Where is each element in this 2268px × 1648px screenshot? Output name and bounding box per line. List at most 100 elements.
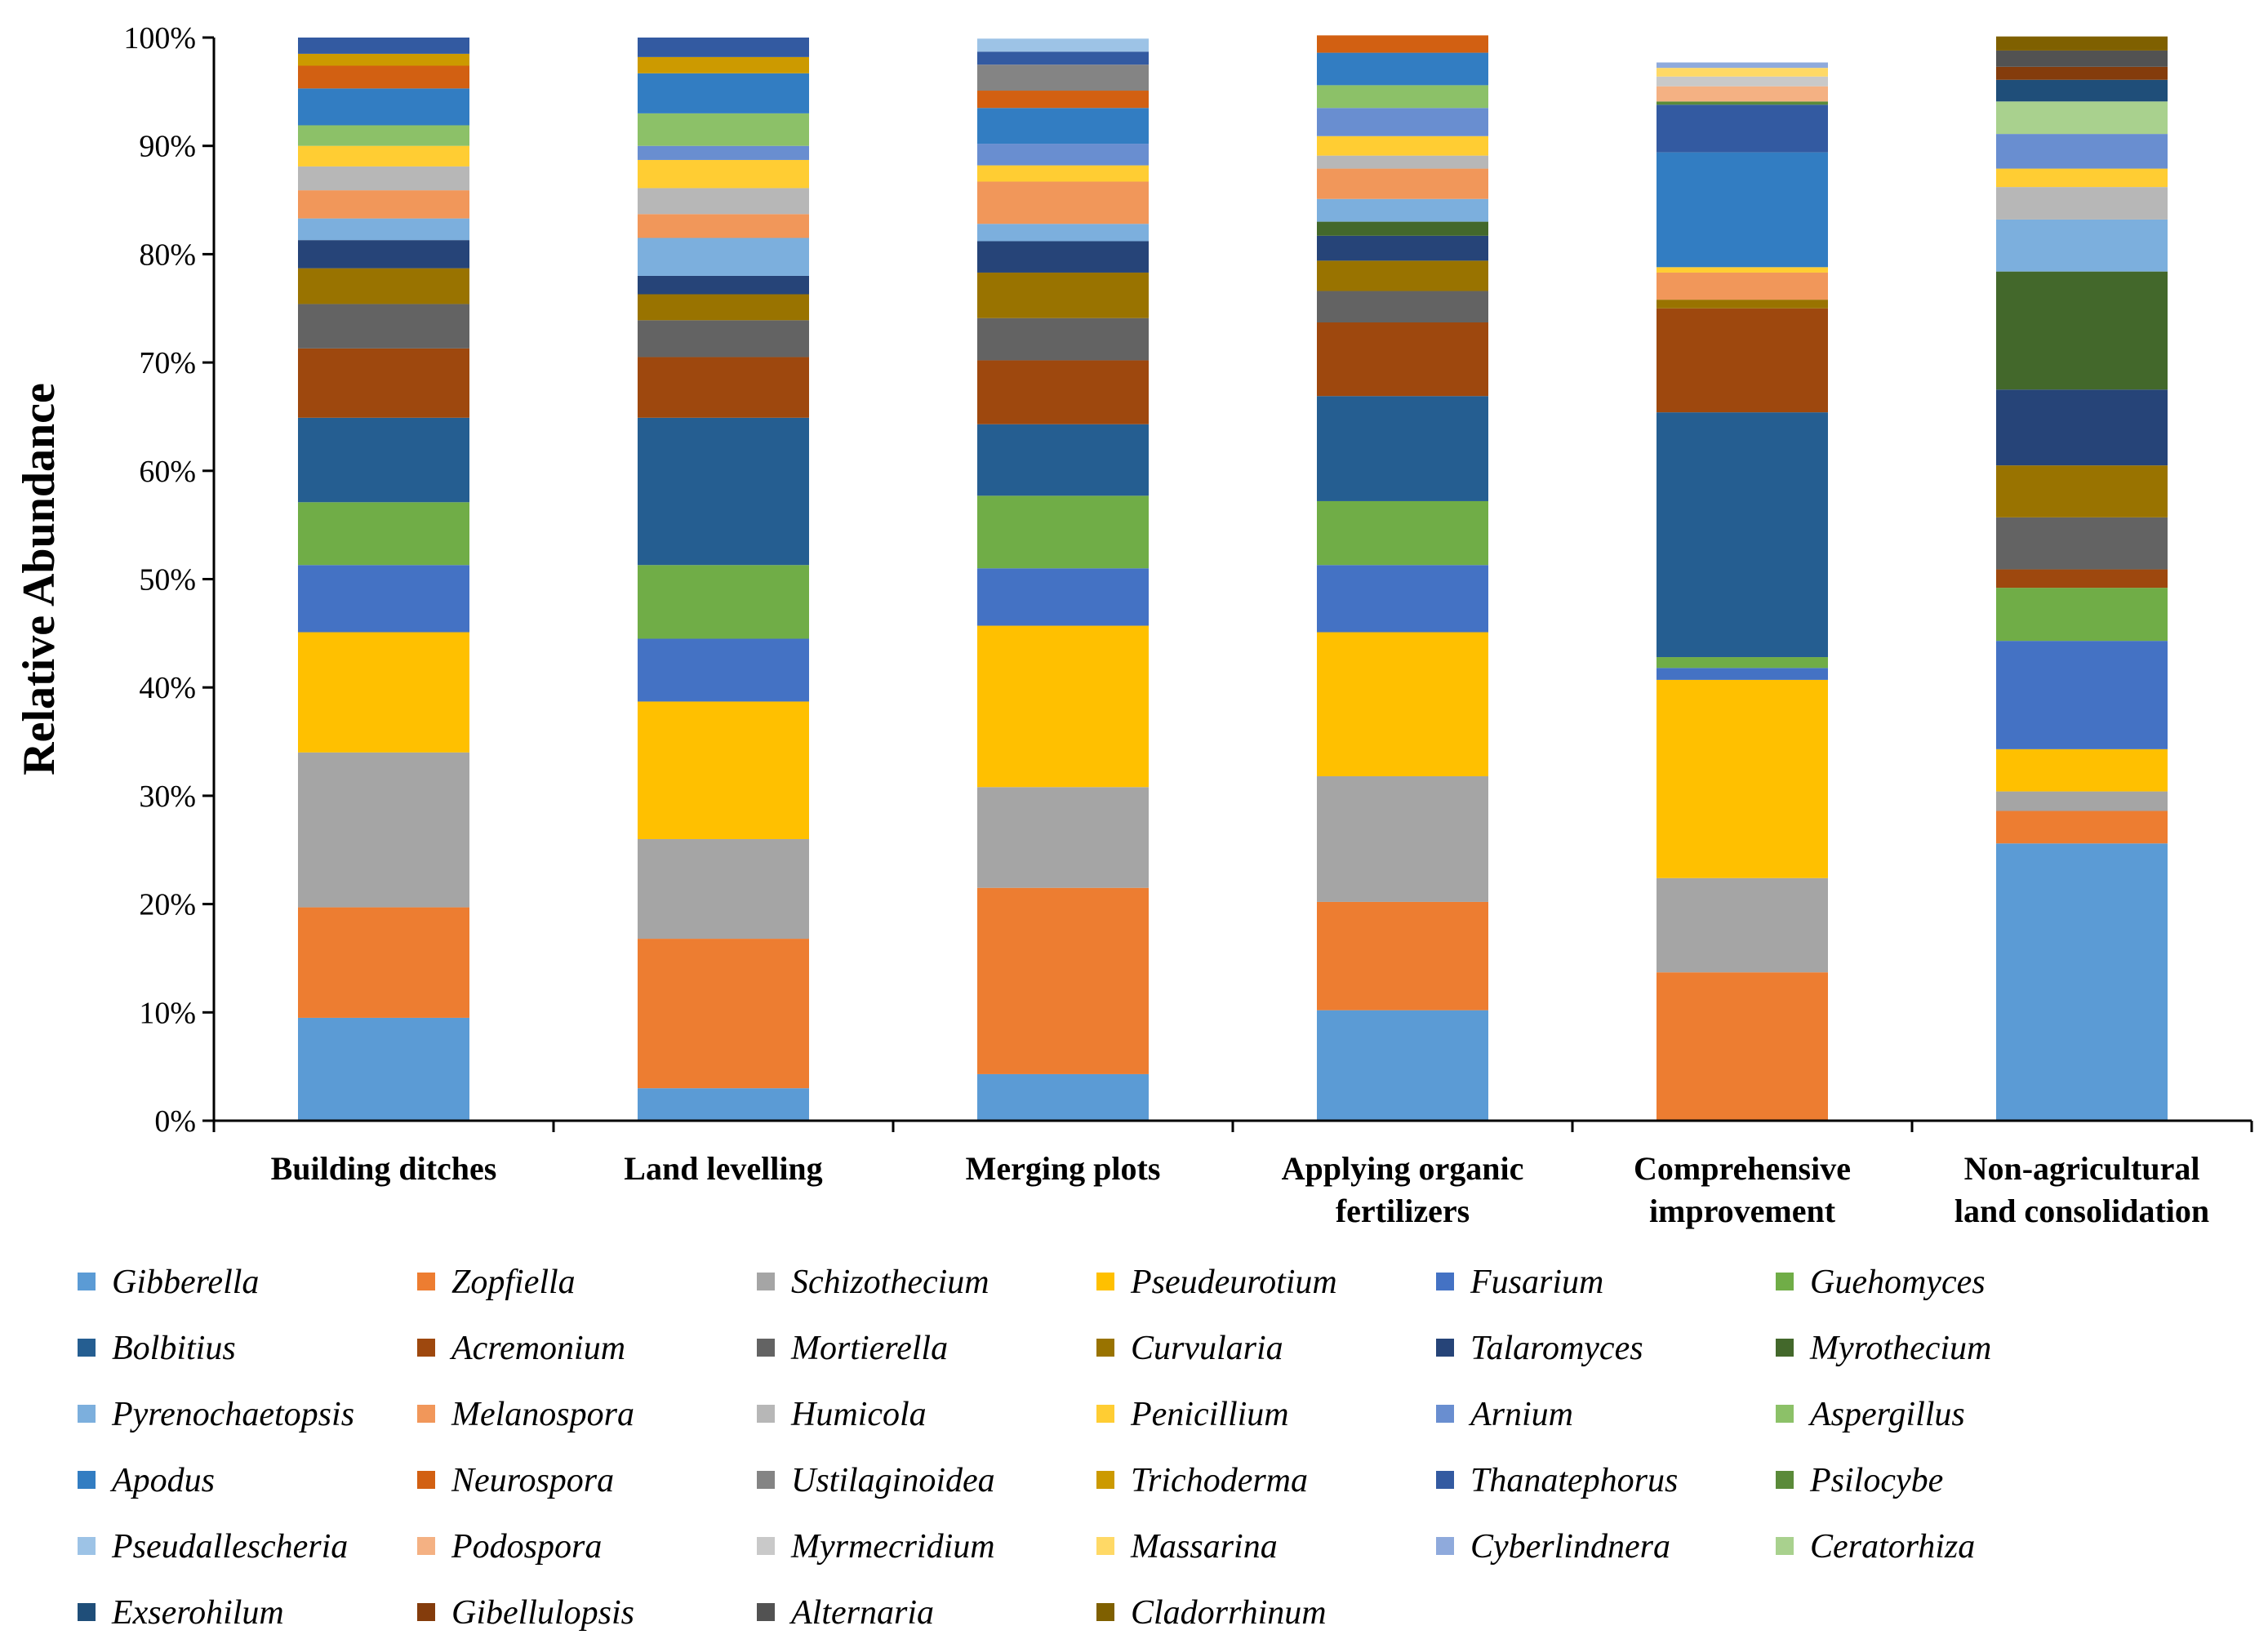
- legend-label: Pseudallescheria: [111, 1528, 348, 1566]
- bar-segment: [638, 238, 809, 276]
- legend-label: Penicillium: [1130, 1396, 1289, 1433]
- legend-label: Gibellulopsis: [451, 1594, 634, 1632]
- bar-segment: [638, 188, 809, 215]
- legend-item: Schizothecium: [757, 1264, 989, 1301]
- bar-segment: [638, 1088, 809, 1121]
- bar-segment: [1317, 135, 1488, 156]
- legend-item: Alternaria: [757, 1594, 934, 1632]
- legend-swatch: [417, 1273, 435, 1290]
- bar-segment: [1317, 1010, 1488, 1121]
- bar-segment: [298, 38, 469, 54]
- x-tick-label: Non-agricultural land consolidation: [1954, 1150, 2209, 1229]
- bar-segment: [638, 417, 809, 566]
- legend-swatch: [757, 1537, 775, 1555]
- y-tick-label: 30%: [139, 780, 196, 814]
- bar-segment: [977, 38, 1149, 52]
- y-tick-label: 70%: [139, 346, 196, 380]
- bar-segment: [1996, 569, 2168, 589]
- legend-swatch: [78, 1471, 96, 1489]
- legend-swatch: [78, 1537, 96, 1555]
- bar-segment: [1317, 500, 1488, 566]
- bar-segment: [298, 88, 469, 126]
- legend-label: Exserohilum: [111, 1594, 284, 1632]
- bar-segment: [638, 275, 809, 295]
- y-axis-label: Relative Abundance: [14, 383, 64, 775]
- legend-item: Guehomyces: [1776, 1264, 1986, 1301]
- bar-segment: [977, 64, 1149, 91]
- bar-segment: [638, 838, 809, 939]
- bar-segment: [1996, 791, 2168, 811]
- bar-segment: [298, 145, 469, 167]
- legend-label: Curvularia: [1131, 1330, 1283, 1367]
- legend-item: Myrmecridium: [757, 1528, 995, 1566]
- bar-segment: [977, 1073, 1149, 1121]
- legend-swatch: [1096, 1405, 1114, 1423]
- legend-swatch: [757, 1471, 775, 1489]
- bar-segment: [1657, 152, 1828, 268]
- legend-label: Neurospora: [451, 1462, 614, 1499]
- legend-label: Mortierella: [790, 1330, 948, 1367]
- bar-segment: [977, 568, 1149, 626]
- legend-item: Arnium: [1436, 1396, 1573, 1433]
- bar-segment: [298, 1017, 469, 1121]
- bar-segment: [638, 357, 809, 418]
- bar-segment: [977, 224, 1149, 242]
- x-tick-label: Merging plots: [966, 1150, 1161, 1187]
- legend-swatch: [757, 1273, 775, 1290]
- legend-swatch: [757, 1603, 775, 1621]
- legend-item: Acremonium: [417, 1330, 625, 1367]
- bar-segment: [1657, 86, 1828, 102]
- legend-swatch: [417, 1339, 435, 1357]
- bar-segment: [977, 108, 1149, 144]
- legend-label: Aspergillus: [1808, 1396, 1965, 1433]
- bar-segment: [1657, 308, 1828, 413]
- y-tick-label: 90%: [139, 130, 196, 164]
- legend-item: Trichoderma: [1096, 1462, 1308, 1499]
- legend-swatch: [1776, 1405, 1794, 1423]
- bar-segment: [1996, 134, 2168, 169]
- legend-swatch: [417, 1537, 435, 1555]
- legend-label: Apodus: [109, 1462, 215, 1499]
- bar-segment: [1657, 68, 1828, 77]
- bar-segment: [1996, 517, 2168, 570]
- bar-segment: [1657, 101, 1828, 105]
- bar-segment: [638, 939, 809, 1089]
- legend-label: Thanatephorus: [1470, 1462, 1678, 1499]
- legend-swatch: [78, 1273, 96, 1290]
- legend-item: Pseudallescheria: [78, 1528, 348, 1566]
- bar-segment: [1996, 50, 2168, 67]
- bar-segment: [638, 320, 809, 358]
- bar-segment: [638, 638, 809, 702]
- legend-item: Penicillium: [1096, 1396, 1289, 1433]
- bar-segment: [1657, 76, 1828, 87]
- legend-label: Arnium: [1468, 1396, 1573, 1433]
- legend-item: Gibberella: [78, 1264, 259, 1301]
- bar-segment: [1317, 155, 1488, 169]
- bar-segment: [1657, 300, 1828, 309]
- legend-label: Psilocybe: [1809, 1462, 1943, 1499]
- bar-segment: [1317, 291, 1488, 323]
- bar-segment: [1996, 219, 2168, 272]
- bar-segment: [1317, 221, 1488, 236]
- legend-swatch: [1096, 1537, 1114, 1555]
- y-tick-label: 10%: [139, 996, 196, 1030]
- bar-segment: [1317, 198, 1488, 222]
- legend-item: Myrothecium: [1776, 1330, 1991, 1367]
- bar-segment: [298, 218, 469, 241]
- legend-item: Thanatephorus: [1436, 1462, 1678, 1499]
- bar-segment: [1317, 260, 1488, 291]
- legend-swatch: [1776, 1339, 1794, 1357]
- bar-segment: [1317, 901, 1488, 1011]
- bar-segment: [1657, 267, 1828, 273]
- bar-segment: [977, 165, 1149, 182]
- bar-segment: [638, 701, 809, 839]
- y-tick-label: 60%: [139, 455, 196, 489]
- bar-segment: [977, 241, 1149, 273]
- legend-label: Fusarium: [1470, 1264, 1603, 1301]
- bar-segment: [977, 181, 1149, 224]
- legend-swatch: [78, 1603, 96, 1621]
- legend-swatch: [1436, 1537, 1454, 1555]
- legend-swatch: [1436, 1273, 1454, 1290]
- bar-segment: [1996, 811, 2168, 844]
- bar-segment: [638, 56, 809, 73]
